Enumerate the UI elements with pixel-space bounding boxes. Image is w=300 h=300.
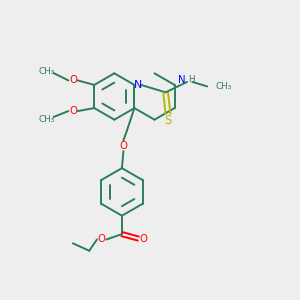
Text: O: O: [69, 76, 77, 85]
Text: CH₃: CH₃: [39, 115, 55, 124]
Text: S: S: [164, 114, 172, 127]
Text: N: N: [178, 75, 186, 85]
Text: O: O: [69, 106, 77, 116]
Text: CH₃: CH₃: [216, 82, 232, 91]
Text: H: H: [188, 75, 195, 84]
Text: O: O: [98, 235, 105, 244]
Text: CH₃: CH₃: [39, 67, 55, 76]
Text: O: O: [140, 234, 148, 244]
Text: O: O: [119, 141, 128, 151]
Text: N: N: [134, 80, 142, 90]
